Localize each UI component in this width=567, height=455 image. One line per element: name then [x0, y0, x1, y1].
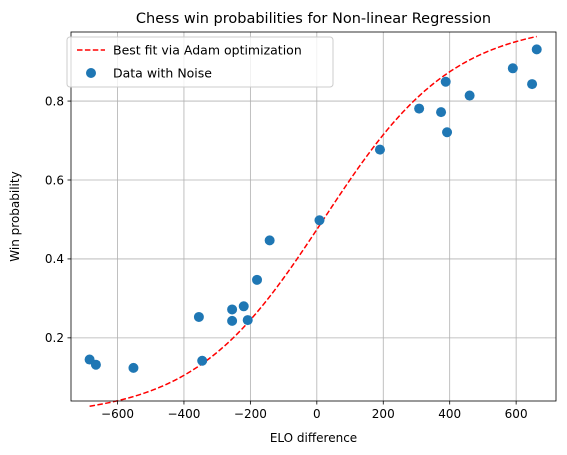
data-point: [264, 235, 275, 246]
x-tick-label: 400: [438, 407, 461, 421]
y-tick-label: 0.4: [45, 252, 64, 266]
legend-data-swatch: [86, 68, 96, 78]
x-tick-label: 0: [313, 407, 321, 421]
legend-fit-label: Best fit via Adam optimization: [113, 43, 302, 58]
data-points-layer: [84, 44, 542, 373]
y-tick-label: 0.8: [45, 94, 64, 108]
data-point: [414, 103, 425, 114]
legend: Best fit via Adam optimization Data with…: [66, 36, 334, 88]
grid-lines: [71, 32, 556, 401]
y-tick-label: 0.2: [45, 331, 64, 345]
y-axis-title: Win probability: [8, 171, 22, 261]
data-point: [440, 76, 451, 87]
data-point: [128, 362, 139, 373]
data-point: [464, 90, 475, 101]
data-point: [527, 79, 538, 90]
chart-title: Chess win probabilities for Non-linear R…: [136, 11, 491, 27]
data-point: [242, 315, 253, 326]
plot-area-frame: [70, 31, 557, 402]
data-point: [531, 44, 542, 55]
data-point: [197, 355, 208, 366]
fit-curve-layer: [89, 35, 537, 407]
data-point: [436, 107, 447, 118]
data-point: [507, 63, 518, 74]
data-point: [238, 301, 249, 312]
data-point: [193, 311, 204, 322]
data-point: [374, 144, 385, 155]
x-tick-label: −200: [234, 407, 267, 421]
legend-box: [66, 36, 334, 88]
y-tick-label: 0.6: [45, 173, 64, 187]
fit-curve: [89, 35, 537, 407]
data-point: [442, 127, 453, 138]
data-point: [227, 315, 238, 326]
data-point: [90, 359, 101, 370]
data-point: [227, 304, 238, 315]
x-tick-label: −400: [167, 407, 200, 421]
x-tick-label: −600: [101, 407, 134, 421]
data-point: [314, 215, 325, 226]
axis-ticks: −600 −400 −200 0 200 400 600 0.2 0.4 0.6 0.8: [45, 94, 528, 421]
x-tick-label: 200: [372, 407, 395, 421]
legend-data-label: Data with Noise: [113, 66, 212, 81]
data-point: [252, 274, 263, 285]
x-tick-label: 600: [505, 407, 528, 421]
x-axis-title: ELO difference: [270, 431, 357, 445]
